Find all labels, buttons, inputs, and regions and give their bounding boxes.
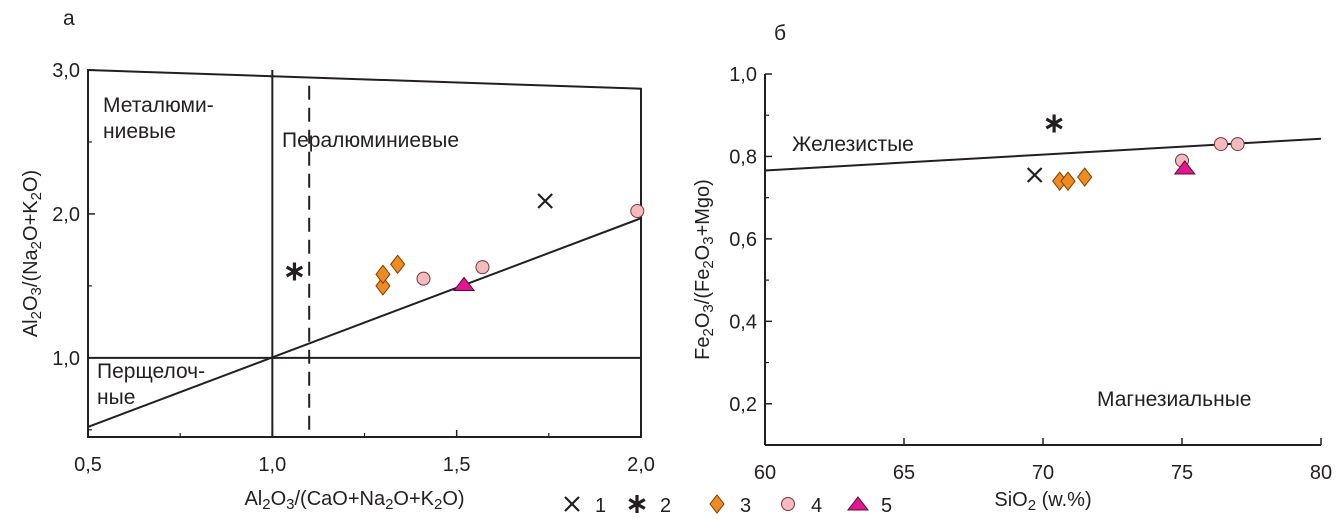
classification-line	[87, 217, 642, 428]
region-label-peralkaline: ные	[97, 386, 135, 409]
data-point-circle	[416, 271, 431, 286]
y-axis-title: Fe2O3/(Fe2O3+Mgo)	[692, 179, 717, 360]
x-tick-label: 1,5	[443, 454, 471, 476]
panel-a: 0,5 1,0 1,5 2,0 1,0 2,0 3,0 Металюми-ниевые Пера…	[20, 7, 655, 513]
region-label-metaluminous: Металюми-	[103, 94, 214, 117]
diamond-mark	[1060, 171, 1076, 191]
data-point-cross	[537, 193, 553, 209]
legend-marker-cross	[564, 496, 580, 512]
legend-item: 1	[564, 495, 606, 517]
data-point-triangle	[453, 276, 476, 291]
x-axis-title: Al2O3/(CaO+Na2O+K2O)	[244, 488, 464, 513]
y-tick-label: 1,0	[729, 64, 757, 86]
legend-marker-circle	[781, 497, 795, 511]
x-tick-label: 70	[1032, 462, 1054, 484]
x-tick-label: 2,0	[627, 454, 655, 476]
y-tick-label: 2,0	[52, 204, 80, 226]
x-tick-label: 0,5	[74, 454, 102, 476]
x-tick-label: 1,0	[258, 454, 286, 476]
x-axis-title: SiO2 (w.%)	[994, 489, 1091, 514]
diamond-mark	[390, 254, 406, 275]
x-tick-label: 80	[1310, 462, 1332, 484]
x-tick-label: 75	[1171, 462, 1193, 484]
cross-mark	[537, 193, 553, 209]
region-label-peralkaline: Перщелоч-	[97, 360, 205, 383]
region-label-metaluminous: ниевые	[103, 120, 176, 143]
circle-mark	[630, 204, 645, 219]
legend-label: 5	[881, 495, 892, 517]
legend-item: 2	[628, 495, 671, 517]
data-point-triangle	[1173, 160, 1196, 175]
data-point-asterisk	[285, 262, 304, 281]
panel-label: а	[63, 7, 75, 30]
legend-marker-triangle	[846, 496, 870, 511]
legend-marker-asterisk	[628, 495, 646, 513]
diamond-mark	[375, 264, 391, 285]
data-point-circle	[630, 204, 645, 219]
circle-mark	[1213, 137, 1228, 152]
asterisk-mark	[1045, 114, 1063, 133]
triangle-mark	[846, 496, 870, 511]
cross-mark	[1026, 167, 1043, 183]
data-point-diamond	[1077, 167, 1093, 187]
legend-item: 4	[781, 495, 822, 517]
data-point-circle	[475, 260, 490, 275]
y-tick-label: 0,6	[729, 229, 757, 251]
asterisk-mark	[285, 262, 304, 281]
region-label-ferroan: Железистые	[792, 133, 914, 156]
y-axis-title: Al2O3/(Na2O+K2O)	[20, 170, 45, 337]
asterisk-mark	[628, 495, 646, 513]
diamond-mark	[375, 276, 391, 296]
x-tick-label: 60	[754, 462, 776, 484]
data-point-cross	[1026, 167, 1043, 183]
y-tick-label: 1,0	[52, 348, 80, 370]
diamond-mark	[709, 494, 725, 514]
legend-item: 3	[709, 494, 751, 517]
legend-item: 5	[846, 495, 892, 517]
y-tick-label: 3,0	[52, 60, 80, 82]
legend-label: 1	[595, 495, 606, 517]
boundary-line	[764, 137, 1322, 172]
x-tick-label: 65	[893, 462, 915, 484]
data-point-diamond	[390, 254, 406, 275]
data-point-circle	[1230, 137, 1245, 152]
triangle-mark	[453, 276, 476, 291]
circle-mark	[475, 260, 490, 275]
legend-marker-diamond	[709, 494, 725, 514]
data-point-diamond	[375, 264, 391, 285]
panel-label: б	[774, 22, 786, 45]
legend-label: 3	[740, 495, 751, 517]
data-point-asterisk	[1045, 114, 1063, 133]
data-point-diamond	[375, 276, 391, 296]
panel-b: 60 65 70 75 80 0,2 0,4 0,6 0,8 1,0 Железистые Магне…	[692, 22, 1332, 514]
legend-label: 2	[660, 495, 671, 517]
circle-mark	[1230, 137, 1245, 152]
diamond-mark	[1077, 167, 1093, 187]
data-point-diamond	[1060, 171, 1076, 191]
region-label-peraluminous: Пералюминиевые	[282, 129, 459, 152]
triangle-mark	[1173, 160, 1196, 175]
circle-mark	[781, 497, 795, 511]
legend-label: 4	[811, 495, 822, 517]
y-tick-label: 0,8	[729, 146, 757, 168]
circle-mark	[416, 271, 431, 286]
region-label-magnesian: Магнезиальные	[1097, 388, 1252, 411]
legend: 1 2 3 4 5	[564, 494, 892, 517]
y-tick-label: 0,4	[729, 311, 757, 333]
cross-mark	[564, 496, 580, 512]
data-point-circle	[1213, 137, 1228, 152]
y-tick-label: 0,2	[729, 394, 757, 416]
